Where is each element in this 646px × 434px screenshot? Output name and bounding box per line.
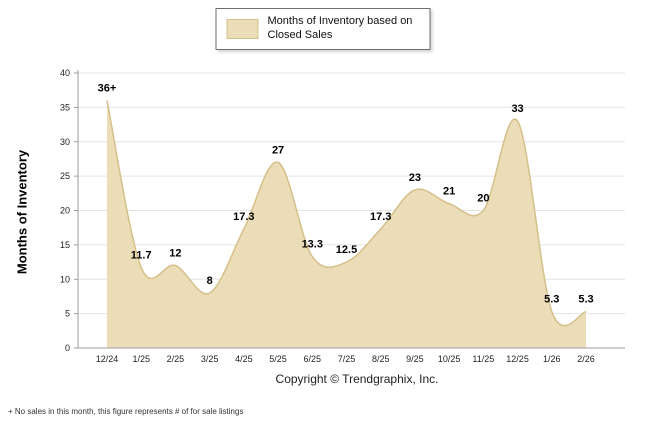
svg-text:5.3: 5.3 [578, 294, 593, 306]
legend-swatch-icon [226, 18, 259, 39]
svg-text:0: 0 [65, 343, 70, 353]
svg-text:30: 30 [60, 137, 70, 147]
svg-text:12.5: 12.5 [336, 244, 357, 256]
svg-text:5.3: 5.3 [544, 294, 559, 306]
svg-text:1/25: 1/25 [132, 354, 150, 364]
y-axis-title: Months of Inventory [14, 149, 30, 275]
svg-text:10/25: 10/25 [438, 354, 461, 364]
svg-text:36+: 36+ [98, 83, 117, 95]
svg-text:6/25: 6/25 [304, 354, 322, 364]
svg-text:17.3: 17.3 [233, 211, 254, 223]
svg-text:11/25: 11/25 [472, 354, 494, 364]
svg-text:33: 33 [511, 103, 523, 115]
svg-text:20: 20 [477, 193, 489, 205]
svg-text:17.3: 17.3 [370, 211, 391, 223]
svg-text:1/26: 1/26 [543, 354, 561, 364]
svg-text:4/25: 4/25 [235, 354, 253, 364]
legend-label: Months of Inventory based on Closed Sale… [267, 15, 413, 41]
svg-text:12: 12 [169, 248, 181, 260]
svg-text:10: 10 [60, 274, 70, 284]
svg-text:3/25: 3/25 [201, 354, 219, 364]
svg-text:12/24: 12/24 [96, 354, 119, 364]
svg-text:8: 8 [207, 275, 213, 287]
svg-text:13.3: 13.3 [302, 239, 323, 251]
svg-text:27: 27 [272, 144, 284, 156]
svg-text:23: 23 [409, 172, 421, 184]
svg-text:25: 25 [60, 171, 70, 181]
svg-text:8/25: 8/25 [372, 354, 390, 364]
legend: Months of Inventory based on Closed Sale… [215, 8, 431, 50]
svg-text:5: 5 [65, 309, 70, 319]
svg-text:40: 40 [60, 68, 70, 78]
svg-text:5/25: 5/25 [269, 354, 287, 364]
footnote-text: + No sales in this month, this figure re… [8, 407, 244, 416]
svg-text:2/25: 2/25 [167, 354, 185, 364]
svg-text:12/25: 12/25 [506, 354, 529, 364]
svg-text:20: 20 [60, 206, 70, 216]
svg-text:15: 15 [60, 240, 70, 250]
copyright-text: Copyright © Trendgraphix, Inc. [275, 372, 439, 386]
svg-text:9/25: 9/25 [406, 354, 424, 364]
svg-text:21: 21 [443, 186, 455, 198]
svg-text:11.7: 11.7 [131, 250, 152, 262]
svg-text:35: 35 [60, 102, 70, 112]
svg-text:2/26: 2/26 [577, 354, 595, 364]
svg-text:7/25: 7/25 [338, 354, 356, 364]
